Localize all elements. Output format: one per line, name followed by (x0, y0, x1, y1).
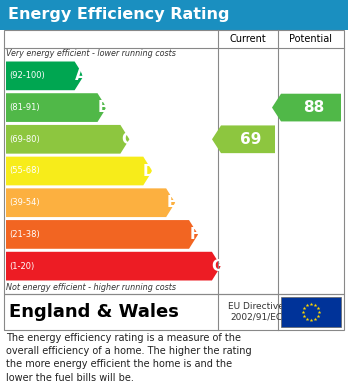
Polygon shape (6, 252, 221, 280)
Text: Very energy efficient - lower running costs: Very energy efficient - lower running co… (6, 50, 176, 59)
Bar (0, 0, 348, 30)
Text: C: C (121, 132, 132, 147)
Text: (69-80): (69-80) (9, 135, 40, 144)
Text: Current: Current (230, 34, 266, 44)
Text: (21-38): (21-38) (9, 230, 40, 239)
Text: EU Directive
2002/91/EC: EU Directive 2002/91/EC (228, 302, 284, 322)
Bar (4, 30, 344, 294)
Bar (281, 297, 341, 327)
Text: (55-68): (55-68) (9, 167, 40, 176)
Text: (1-20): (1-20) (9, 262, 34, 271)
Text: F: F (190, 227, 200, 242)
Text: Potential: Potential (290, 34, 332, 44)
Polygon shape (6, 125, 129, 154)
Polygon shape (272, 94, 341, 122)
Polygon shape (212, 126, 275, 153)
Text: 69: 69 (240, 132, 262, 147)
Text: D: D (143, 163, 156, 179)
Text: (39-54): (39-54) (9, 198, 40, 207)
Text: 88: 88 (303, 100, 325, 115)
Text: A: A (75, 68, 87, 83)
Text: (92-100): (92-100) (9, 71, 45, 81)
Text: The energy efficiency rating is a measure of the
overall efficiency of a home. T: The energy efficiency rating is a measur… (6, 333, 252, 383)
Text: Not energy efficient - higher running costs: Not energy efficient - higher running co… (6, 283, 176, 292)
Text: Energy Efficiency Rating: Energy Efficiency Rating (8, 7, 229, 23)
Text: G: G (212, 258, 224, 274)
Polygon shape (6, 220, 198, 249)
Polygon shape (6, 157, 152, 185)
Text: B: B (98, 100, 109, 115)
Text: England & Wales: England & Wales (9, 303, 179, 321)
Polygon shape (6, 61, 84, 90)
Bar (4, 294, 344, 330)
Polygon shape (6, 188, 175, 217)
Text: (81-91): (81-91) (9, 103, 40, 112)
Polygon shape (6, 93, 106, 122)
Text: E: E (167, 195, 177, 210)
